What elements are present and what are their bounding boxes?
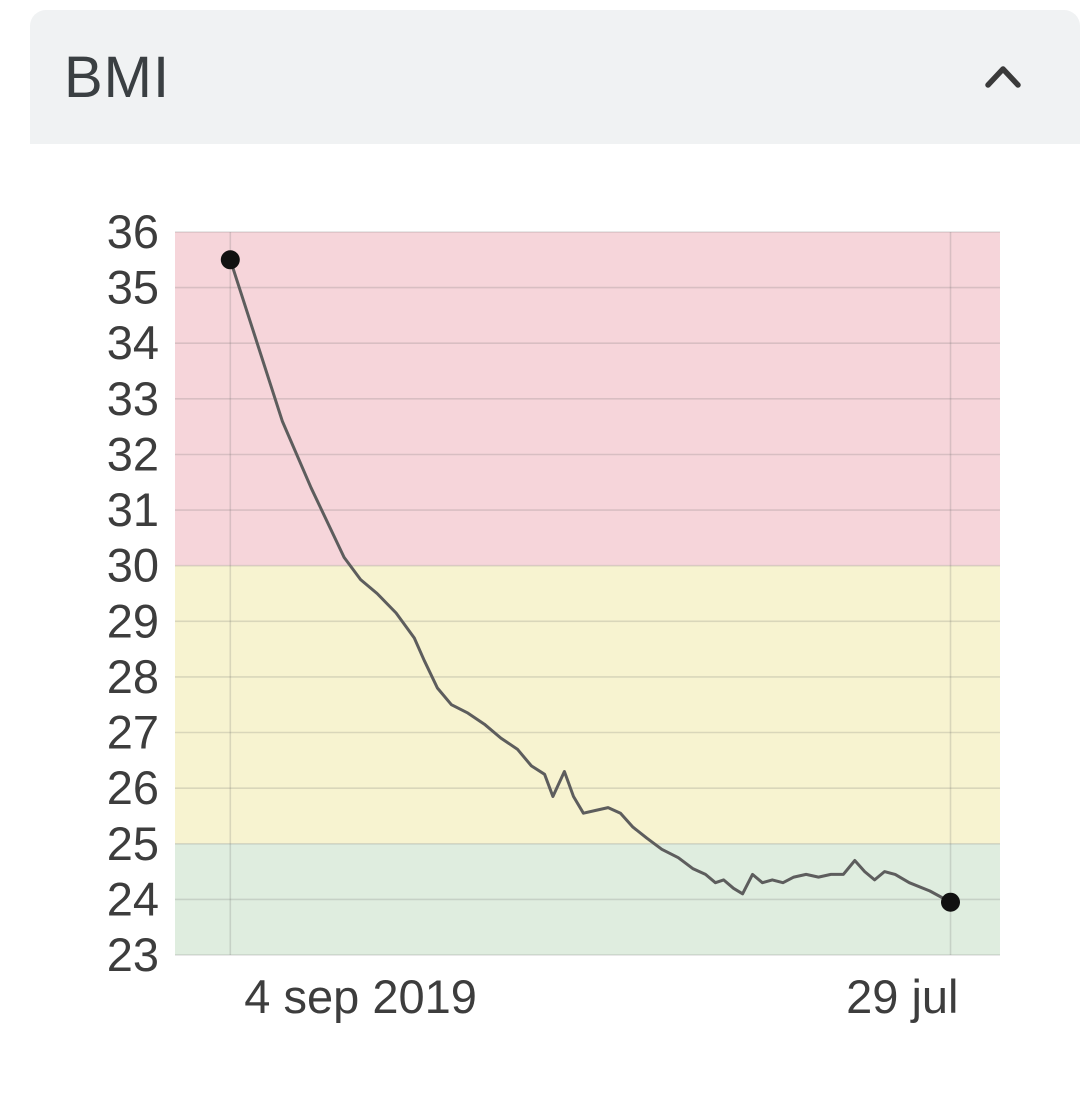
y-tick-label: 33 bbox=[107, 372, 159, 425]
card-title: BMI bbox=[64, 44, 171, 110]
y-tick-label: 32 bbox=[107, 427, 159, 480]
y-tick-label: 29 bbox=[107, 594, 159, 647]
y-tick-label: 23 bbox=[107, 928, 159, 981]
band-elevated-zone bbox=[175, 565, 1000, 844]
y-tick-label: 27 bbox=[107, 705, 159, 758]
x-tick-label: 29 jul bbox=[846, 970, 958, 1023]
y-tick-label: 24 bbox=[107, 872, 159, 925]
x-tick-label: 4 sep 2019 bbox=[244, 970, 477, 1023]
y-tick-label: 26 bbox=[107, 761, 159, 814]
bmi-card: BMI 36 35 34 33 32 31 30 29 28 27 26 25 24 23 4 sep 20… bbox=[0, 10, 1080, 1040]
chevron-up-icon[interactable] bbox=[984, 64, 1022, 90]
y-tick-label: 30 bbox=[107, 539, 159, 592]
y-tick-label: 34 bbox=[107, 316, 159, 369]
y-tick-label: 25 bbox=[107, 817, 159, 870]
bmi-card-header[interactable]: BMI bbox=[30, 10, 1080, 144]
band-healthy-zone bbox=[175, 843, 1000, 955]
chart-container: 36 35 34 33 32 31 30 29 28 27 26 25 24 23 4 sep 2019 29… bbox=[0, 210, 1080, 1040]
y-tick-label: 31 bbox=[107, 483, 159, 536]
endpoint-marker bbox=[220, 250, 240, 270]
y-tick-label: 28 bbox=[107, 650, 159, 703]
endpoint-marker bbox=[941, 892, 960, 912]
band-high-zone bbox=[175, 232, 1000, 566]
y-tick-label: 36 bbox=[107, 210, 159, 258]
bmi-series-line bbox=[228, 258, 952, 904]
y-tick-label: 35 bbox=[107, 261, 159, 314]
